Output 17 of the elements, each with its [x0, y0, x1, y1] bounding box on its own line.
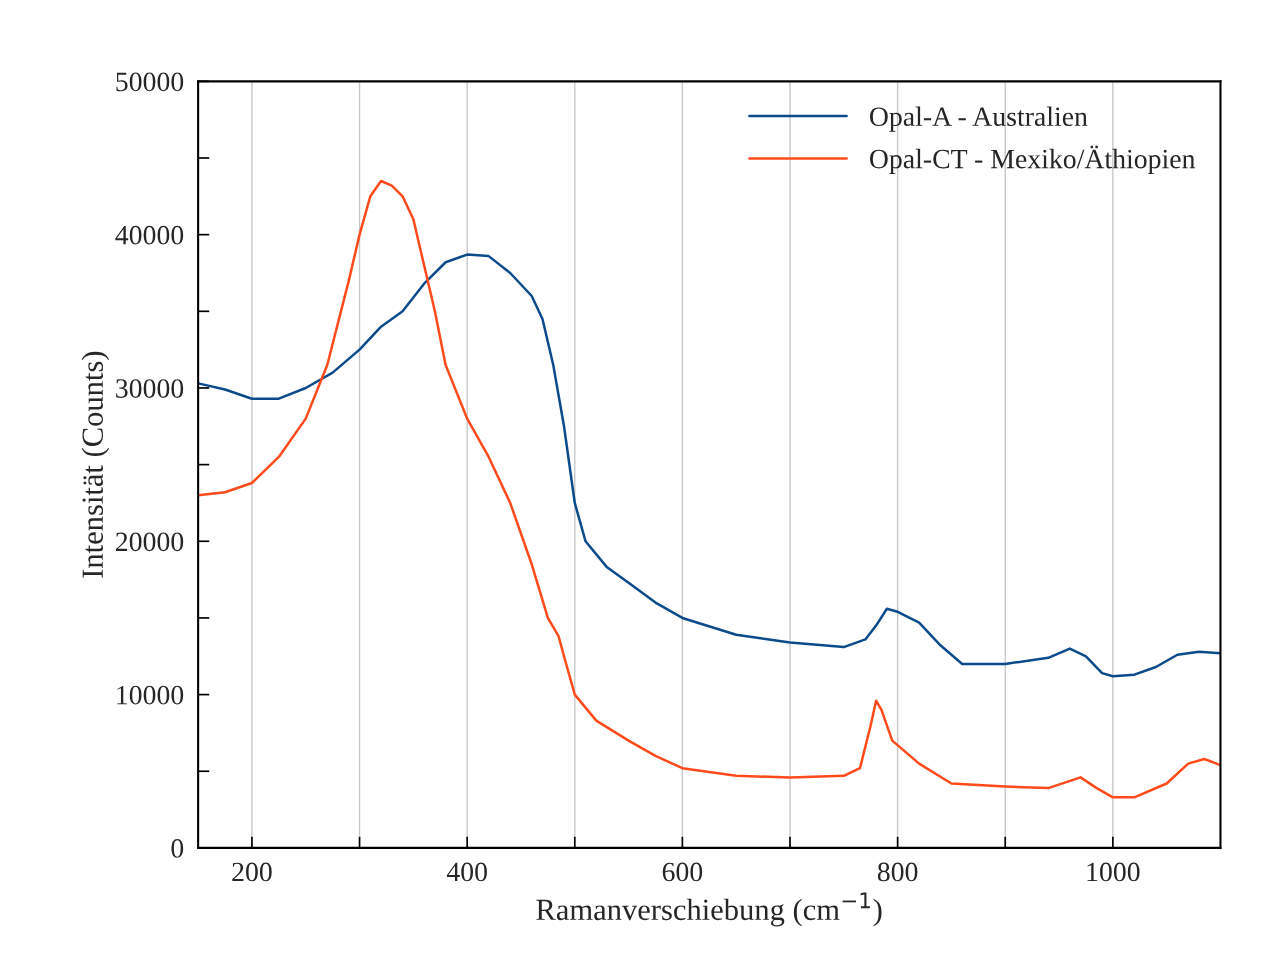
legend-label: Opal-A - Australien: [869, 106, 1088, 132]
y-tick-label: 0: [171, 839, 184, 858]
y-tick-label: 30000: [116, 379, 184, 398]
legend-label: Opal-CT - Mexiko/Äthiopien: [869, 145, 1196, 175]
y-tick-label: 50000: [116, 72, 184, 92]
x-tick-label: 600: [662, 862, 703, 882]
y-axis-title: Intensität (Counts): [81, 351, 110, 578]
x-tick-label: 400: [446, 862, 487, 882]
x-tick-label: 1000: [1087, 862, 1140, 882]
y-tick-label: 40000: [115, 225, 184, 245]
line-series: [198, 179, 1221, 799]
x-tick-label: 200: [232, 862, 272, 882]
y-tick-label: 10000: [117, 685, 184, 705]
x-axis-title: Ramanverschiebung (cm$^{−1}$): [536, 892, 882, 927]
y-tick-label: 20000: [116, 532, 184, 552]
x-tick-label: 800: [877, 862, 918, 882]
line-series: [198, 253, 1221, 678]
